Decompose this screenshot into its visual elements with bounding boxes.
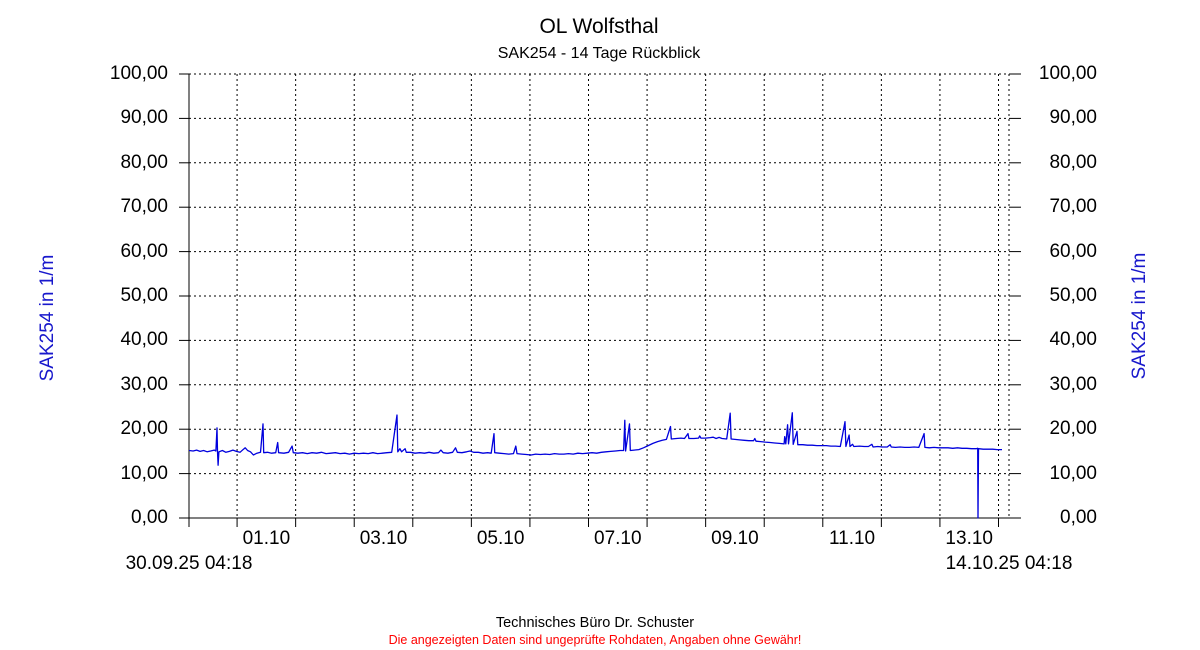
y-tick-label-right: 100,00 (1038, 63, 1097, 84)
y-tick-label-right: 60,00 (1049, 240, 1097, 262)
footer-warning: Die angezeigten Daten sind ungeprüfte Ro… (388, 633, 802, 647)
y-tick-label-right: 30,00 (1049, 373, 1097, 395)
y-tick-label-left: 10,00 (120, 462, 168, 484)
y-tick-label-left: 30,00 (120, 373, 168, 395)
y-tick-label-left: 80,00 (120, 151, 168, 173)
x-axis-start-datetime: 30.09.25 04:18 (125, 553, 253, 574)
y-tick-label-left: 50,00 (120, 285, 168, 306)
y-tick-label-left: 100,00 (109, 63, 168, 84)
y-tick-label-left: 20,00 (120, 418, 168, 440)
x-day-label: 03.10 (359, 528, 408, 549)
y-tick-label-right: 50,00 (1049, 285, 1097, 306)
y-tick-label-left: 90,00 (120, 107, 168, 129)
y-tick-label-right: 20,00 (1049, 418, 1097, 440)
x-day-label: 05.10 (476, 528, 525, 549)
y-tick-label-right: 70,00 (1049, 196, 1097, 218)
x-axis-end-datetime: 14.10.25 04:18 (945, 553, 1073, 574)
x-day-label: 07.10 (594, 528, 642, 549)
y-tick-label-left: 0,00 (131, 507, 168, 528)
footer-company: Technisches Büro Dr. Schuster (495, 615, 695, 631)
y-tick-label-left: 60,00 (120, 240, 168, 262)
y-tick-label-right: 80,00 (1049, 151, 1097, 173)
y-tick-label-right: 40,00 (1049, 329, 1097, 351)
chart-subtitle: SAK254 - 14 Tage Rückblick (497, 45, 701, 62)
y-tick-label-right: 0,00 (1060, 507, 1097, 528)
x-day-label: 09.10 (711, 528, 759, 549)
y-tick-label-left: 70,00 (120, 196, 168, 218)
data-series-line (188, 412, 1002, 519)
x-day-label: 11.10 (828, 528, 876, 549)
chart-title: OL Wolfsthal (539, 15, 659, 38)
y-tick-label-right: 10,00 (1049, 462, 1097, 484)
y-tick-label-right: 90,00 (1049, 107, 1097, 129)
y-tick-label-left: 40,00 (120, 329, 168, 351)
x-day-label: 01.10 (242, 528, 291, 549)
x-day-label: 13.10 (945, 528, 993, 549)
